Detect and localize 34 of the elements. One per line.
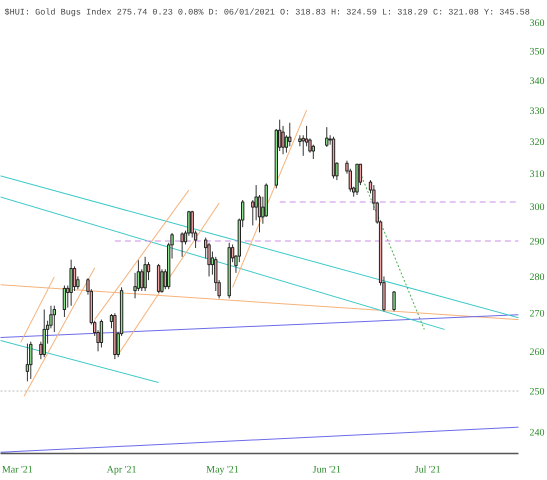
y-tick-label: 340 bbox=[530, 76, 544, 87]
y-tick-label: 330 bbox=[530, 106, 544, 117]
y-tick-label: 350 bbox=[530, 46, 544, 58]
x-tick-label: Jul '21 bbox=[414, 464, 441, 476]
y-tick-label: 310 bbox=[530, 169, 544, 180]
y-tick-label: 320 bbox=[530, 137, 544, 148]
candlestick bbox=[62, 285, 66, 318]
y-tick-label: 280 bbox=[530, 272, 544, 283]
x-tick-label: Apr '21 bbox=[106, 464, 137, 476]
y-tick-label: 300 bbox=[530, 202, 544, 214]
y-tick-label: 240 bbox=[530, 428, 544, 439]
candlestick bbox=[288, 122, 292, 147]
candlestick bbox=[143, 256, 147, 292]
candlestick bbox=[29, 341, 32, 380]
y-tick-label: 290 bbox=[530, 236, 544, 248]
y-tick-label: 360 bbox=[530, 18, 544, 29]
candlestick bbox=[392, 290, 396, 312]
candlestick bbox=[325, 126, 328, 148]
candlestick bbox=[69, 259, 73, 306]
candlestick bbox=[72, 266, 76, 292]
x-tick-label: May '21 bbox=[206, 464, 239, 476]
candlestick bbox=[26, 343, 30, 382]
x-tick-label: Jun '21 bbox=[312, 464, 341, 476]
chart-title: $HUI: Gold Bugs Index 275.74 0.23 0.08% D: 06/01/2021 O: 318.83 H: 324.59 L: 318.29 C: 321.08 Y: 345.58 bbox=[4, 8, 530, 18]
y-tick-label: 250 bbox=[530, 386, 544, 398]
y-tick-label: 270 bbox=[530, 308, 544, 320]
candlestick bbox=[180, 232, 184, 258]
candlestick bbox=[52, 305, 56, 333]
candlestick bbox=[160, 268, 164, 294]
y-tick-label: 260 bbox=[530, 346, 544, 358]
candlestick bbox=[281, 125, 285, 155]
candlestick bbox=[100, 319, 104, 348]
x-tick-label: Mar '21 bbox=[2, 464, 33, 476]
candlestick bbox=[251, 200, 254, 226]
